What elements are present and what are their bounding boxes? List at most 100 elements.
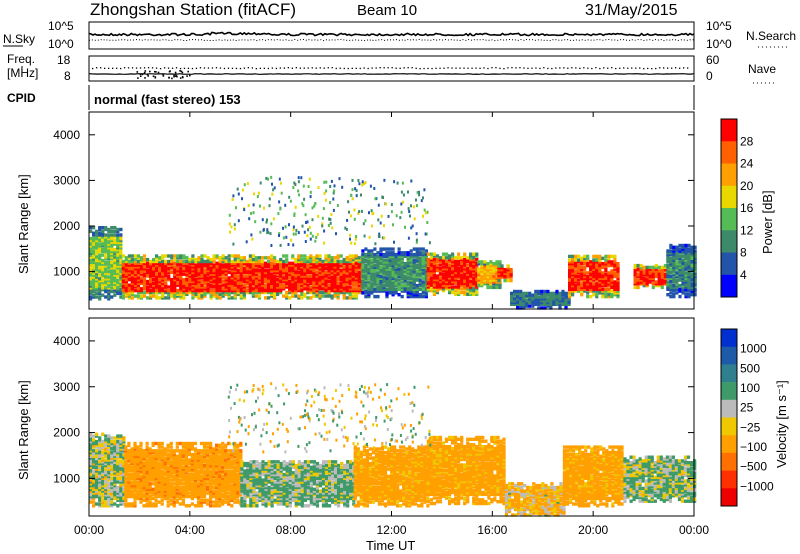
echo-cell	[276, 261, 280, 265]
echo-cell	[469, 276, 473, 280]
echo-cell	[397, 293, 401, 297]
echo-cell	[444, 263, 449, 267]
echo-cell	[236, 283, 240, 287]
echo-cell	[388, 251, 392, 255]
echo-cell	[354, 292, 358, 296]
echo-cell	[444, 256, 449, 260]
echo-cell	[185, 263, 189, 267]
echo-cell	[297, 263, 301, 267]
echo-cell	[158, 288, 162, 293]
echo-cell	[385, 293, 389, 297]
noise-search-trace	[88, 38, 695, 42]
echo-cell	[684, 249, 688, 253]
echo-cell	[327, 294, 331, 298]
echo-cell	[613, 254, 617, 259]
echo-cell	[209, 278, 213, 282]
echo-cell	[604, 283, 608, 288]
echo-cell	[164, 268, 168, 273]
echo-cell	[345, 278, 349, 282]
echo-cell	[616, 276, 620, 280]
echo-cell	[278, 200, 281, 204]
echo-cell	[454, 274, 458, 278]
echo-cell	[681, 287, 685, 291]
echo-cell	[663, 274, 667, 279]
echo-cell	[457, 290, 461, 295]
echo-cell	[151, 502, 155, 506]
echo-cell	[206, 256, 210, 260]
echo-cell	[549, 297, 553, 301]
echo-cell	[92, 443, 96, 447]
echo-cell	[678, 274, 682, 279]
echo-cell	[379, 265, 383, 270]
echo-cell	[495, 267, 499, 271]
echo-cell	[607, 283, 611, 288]
echo-cell	[139, 480, 143, 484]
echo-cell	[101, 288, 105, 292]
echo-cell	[254, 290, 259, 295]
echo-cell	[163, 496, 167, 501]
echo-cell	[124, 450, 128, 455]
echo-cell	[336, 263, 340, 267]
echo-cell	[616, 289, 620, 293]
echo-cell	[693, 267, 697, 271]
echo-cell	[460, 268, 464, 273]
echo-cell	[113, 454, 117, 458]
echo-cell	[424, 287, 428, 291]
echo-cell	[444, 276, 449, 280]
echo-cell	[616, 269, 620, 273]
echo-cell	[391, 278, 395, 282]
echo-cell	[451, 270, 455, 275]
echo-cell	[403, 265, 407, 270]
echo-cell	[537, 297, 541, 301]
echo-cell	[351, 294, 355, 298]
echo-cell	[149, 276, 153, 280]
echo-cell	[188, 281, 192, 285]
echo-cell	[460, 287, 464, 291]
echo-cell	[376, 263, 380, 268]
echo-cell	[306, 257, 310, 262]
echo-cell	[247, 204, 250, 208]
echo-cell	[279, 243, 282, 247]
echo-cell	[139, 290, 144, 295]
echo-cell	[89, 226, 93, 230]
echo-cell	[170, 294, 174, 298]
echo-cell	[469, 256, 473, 260]
echo-cell	[306, 274, 310, 278]
echo-cell	[251, 254, 255, 258]
echo-cell	[119, 246, 123, 250]
echo-cell	[558, 291, 562, 296]
echo-cell	[421, 262, 425, 266]
echo-cell	[254, 257, 259, 262]
echo-cell	[107, 262, 111, 266]
echo-cell	[179, 261, 183, 265]
echo-cell	[690, 287, 694, 291]
echo-cell	[528, 299, 532, 303]
echo-cell	[212, 288, 216, 293]
nave-point	[563, 67, 565, 69]
echo-cell	[194, 279, 198, 284]
echo-cell	[209, 279, 213, 284]
echo-cell	[127, 474, 131, 479]
echo-cell	[475, 283, 479, 287]
nave-point	[527, 67, 529, 69]
echo-cell	[276, 283, 280, 287]
nave-point	[123, 67, 126, 69]
echo-cell	[669, 280, 673, 284]
echo-cell	[89, 271, 93, 275]
echo-cell	[460, 278, 464, 282]
echo-cell	[330, 294, 334, 298]
echo-cell	[385, 247, 389, 251]
nave-point	[291, 67, 293, 69]
echo-cell	[110, 275, 114, 279]
echo-cell	[321, 216, 324, 220]
echo-cell	[336, 267, 340, 271]
echo-cell	[272, 188, 275, 192]
echo-cell	[367, 291, 371, 295]
echo-cell	[154, 483, 158, 488]
echo-cell	[89, 268, 93, 272]
echo-cell	[245, 276, 249, 280]
echo-cell	[571, 269, 575, 273]
echo-cell	[113, 450, 117, 455]
echo-cell	[516, 306, 520, 310]
nave-point	[174, 71, 177, 74]
